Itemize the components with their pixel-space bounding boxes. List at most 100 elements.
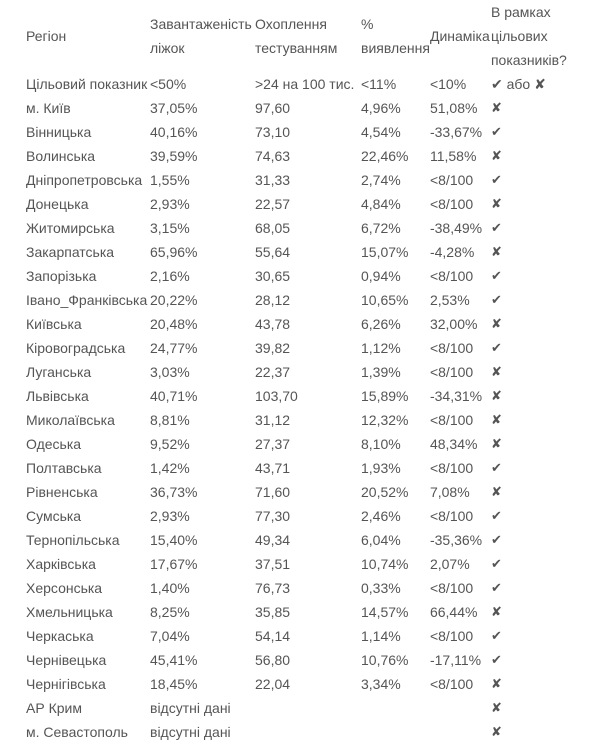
region-cell: Луганська — [26, 364, 92, 380]
target-row: Цільовий показник <50% >24 на 100 тис. <… — [26, 72, 581, 96]
detection-cell: 15,07% — [361, 244, 409, 260]
region-cell: Миколаївська — [26, 412, 115, 428]
status-mark-icon: ✘ — [490, 676, 502, 691]
status-mark-icon: ✘ — [490, 724, 502, 739]
table-row: Житомирська 3,15% 68,05 6,72% -38,49% ✔ — [26, 216, 581, 240]
table-row: Луганська 3,03% 22,37 1,39% <8/100 ✘ — [26, 360, 581, 384]
table-row: Донецька 2,93% 22,57 4,84% <8/100 ✘ — [26, 192, 581, 216]
detection-cell: 22,46% — [361, 148, 409, 164]
status-mark-icon: ✔ — [490, 292, 502, 307]
status-mark-icon: ✔ — [490, 508, 502, 523]
beds-cell: 1,55% — [150, 172, 190, 188]
status-mark-icon: ✘ — [490, 604, 502, 619]
detection-cell: 0,33% — [361, 580, 401, 596]
region-cell: Херсонська — [26, 580, 103, 596]
beds-cell: 1,40% — [150, 580, 190, 596]
header-testing: Охоплення тестуванням — [255, 0, 361, 72]
region-cell: Тернопільська — [26, 532, 120, 548]
testing-cell: 22,04 — [255, 676, 291, 692]
detection-cell: 2,46% — [361, 508, 401, 524]
dynamics-cell: 66,44% — [429, 604, 478, 620]
beds-cell: 36,73% — [150, 484, 198, 500]
table-row: Черкаська 7,04% 54,14 1,14% <8/100 ✔ — [26, 624, 581, 648]
dynamics-cell: 2,53% — [429, 292, 470, 308]
testing-cell: 27,37 — [255, 436, 291, 452]
dynamics-cell: 11,58% — [429, 148, 477, 164]
dynamics-cell: -38,49% — [429, 220, 483, 236]
detection-cell: 14,57% — [361, 604, 409, 620]
testing-cell: 28,12 — [255, 292, 291, 308]
dynamics-cell: <8/100 — [429, 628, 474, 644]
table-row: Волинська 39,59% 74,63 22,46% 11,58% ✘ — [26, 144, 581, 168]
status-mark-icon: ✘ — [490, 436, 502, 451]
table-row: Одеська 9,52% 27,37 8,10% 48,34% ✘ — [26, 432, 581, 456]
header-line: % — [361, 16, 374, 32]
dynamics-cell: <8/100 — [429, 340, 474, 356]
table-row: м. Севастополь відсутні дані ✘ — [26, 720, 581, 744]
beds-cell: 2,93% — [150, 508, 190, 524]
detection-cell: 1,39% — [361, 364, 401, 380]
dynamics-cell — [430, 696, 491, 720]
testing-cell: 43,71 — [255, 460, 291, 476]
header-line: Охоплення — [255, 16, 327, 32]
header-region: Регіон — [26, 28, 67, 44]
region-cell: Харківська — [26, 556, 96, 572]
region-cell: АР Крим — [26, 700, 82, 716]
table-header: Регіон Завантаженість ліжок Охоплення тест… — [26, 0, 581, 72]
testing-cell: 49,34 — [255, 532, 291, 548]
dynamics-cell: -34,31% — [429, 388, 483, 404]
table-row: Тернопільська 15,40% 49,34 6,04% -35,36% ✔ — [26, 528, 581, 552]
table-row: Дніпропетровська 1,55% 31,33 2,74% <8/100 ✔ — [26, 168, 581, 192]
status-mark-icon: ✘ — [490, 244, 502, 259]
dynamics-cell: 2,07% — [429, 556, 470, 572]
beds-cell: 17,67% — [150, 556, 198, 572]
dynamics-cell: <8/100 — [429, 676, 474, 692]
status-mark-icon: ✘ — [490, 196, 502, 211]
region-cell: Кіровоградська — [26, 340, 126, 356]
testing-cell: 35,85 — [255, 604, 291, 620]
status-mark-icon: ✔ — [490, 220, 502, 235]
testing-cell: 55,64 — [255, 244, 291, 260]
beds-cell: 24,77% — [150, 340, 198, 356]
status-mark-icon: ✔ — [490, 556, 502, 571]
region-cell: Івано_Франківська — [26, 292, 148, 308]
table-row: Харківська 17,67% 37,51 10,74% 2,07% ✔ — [26, 552, 581, 576]
status-mark-icon: ✔ — [490, 628, 502, 643]
dynamics-cell: 7,08% — [429, 484, 470, 500]
testing-cell: 22,57 — [255, 196, 291, 212]
testing-cell: 73,10 — [255, 124, 291, 140]
table-row: Херсонська 1,40% 76,73 0,33% <8/100 ✔ — [26, 576, 581, 600]
testing-cell: 71,60 — [255, 484, 291, 500]
testing-cell: 31,33 — [255, 172, 291, 188]
testing-cell: 43,78 — [255, 316, 291, 332]
table-row: Чернівецька 45,41% 56,80 10,76% -17,11% ✔ — [26, 648, 581, 672]
dynamics-cell: 51,08% — [429, 100, 478, 116]
table-row: АР Крим відсутні дані ✘ — [26, 696, 581, 720]
header-line: виявлення — [361, 40, 430, 56]
region-cell: Київська — [26, 316, 82, 332]
detection-cell: 10,76% — [361, 652, 409, 668]
detection-cell: 4,84% — [361, 196, 401, 212]
table-row: Рівненська 36,73% 71,60 20,52% 7,08% ✘ — [26, 480, 581, 504]
dynamics-cell: 32,00% — [429, 316, 478, 332]
testing-cell: 74,63 — [255, 148, 291, 164]
beds-cell: 37,05% — [150, 100, 198, 116]
header-line: В рамках — [490, 4, 551, 20]
table-row: м. Київ 37,05% 97,60 4,96% 51,08% ✘ — [26, 96, 581, 120]
region-cell: Сумська — [26, 508, 82, 524]
detection-cell: 6,26% — [361, 316, 401, 332]
beds-cell: відсутні дані — [150, 700, 231, 716]
region-cell: Чернігівська — [26, 676, 106, 692]
dynamics-cell: <8/100 — [429, 196, 474, 212]
beds-cell: 8,25% — [150, 604, 190, 620]
dynamics-cell: <8/100 — [429, 508, 474, 524]
status-mark-icon: ✘ — [490, 316, 502, 331]
beds-cell: 3,15% — [150, 220, 190, 236]
testing-cell: 31,12 — [255, 412, 291, 428]
beds-cell: відсутні дані — [150, 724, 231, 740]
testing-cell: 56,80 — [255, 652, 291, 668]
status-mark-icon: ✔ — [490, 460, 502, 475]
region-cell: Хмельницька — [26, 604, 113, 620]
header-line: показників? — [490, 52, 567, 68]
testing-cell — [255, 720, 361, 744]
